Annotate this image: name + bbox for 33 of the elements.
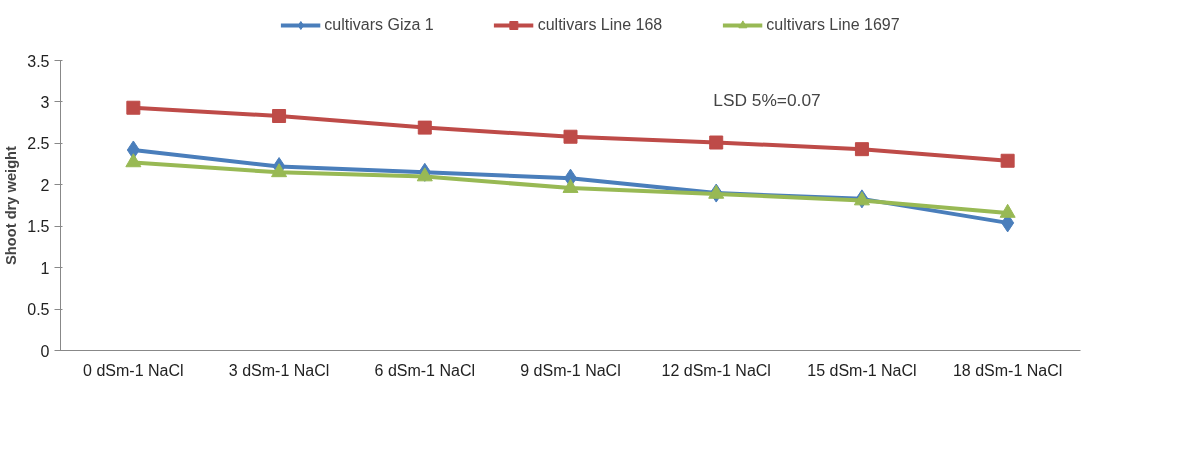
annotation: LSD 5%=0.07 xyxy=(713,89,821,110)
y-tick-label: 1 xyxy=(40,259,50,277)
point xyxy=(709,135,724,150)
y-tick-label: 1.5 xyxy=(27,218,50,236)
point xyxy=(416,167,433,182)
y-tick-label: 2 xyxy=(40,176,50,194)
point xyxy=(126,100,141,115)
x-tick-label: 3 dSm-1 NaCl xyxy=(228,361,330,379)
point xyxy=(854,142,869,157)
x-tick-label: 15 dSm-1 NaCl xyxy=(807,361,917,379)
y-axis-title: Shoot dry weight xyxy=(3,145,20,265)
x-tick-label: 9 dSm-1 NaCl xyxy=(520,361,621,379)
point xyxy=(563,129,578,144)
y-tick-label: 3 xyxy=(40,93,50,111)
x-tick-label: 18 dSm-1 NaCl xyxy=(952,361,1063,379)
point xyxy=(271,163,288,178)
y-tick-label: 0.5 xyxy=(27,301,50,319)
point xyxy=(999,203,1016,218)
y-tick-label: 2.5 xyxy=(27,135,50,153)
x-tick-label: 12 dSm-1 NaCl xyxy=(661,361,771,379)
y-tick-label: 3.5 xyxy=(27,52,50,70)
legend-label: cultivars Line 1697 xyxy=(766,16,900,34)
point xyxy=(1000,153,1015,168)
legend-label: cultivars Line 168 xyxy=(537,16,663,34)
point xyxy=(417,120,432,135)
point xyxy=(708,184,725,199)
point xyxy=(125,153,142,168)
x-tick-label: 0 dSm-1 NaCl xyxy=(83,361,184,379)
point xyxy=(272,109,287,124)
x-tick-label: 6 dSm-1 NaCl xyxy=(374,361,476,379)
y-tick-label: 0 xyxy=(40,342,50,360)
point xyxy=(562,178,579,193)
legend-label: cultivars Giza 1 xyxy=(324,16,434,34)
